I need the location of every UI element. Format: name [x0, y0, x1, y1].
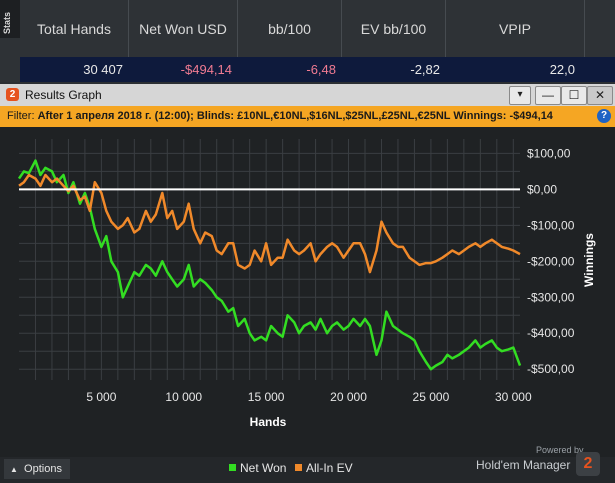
header-bb100[interactable]: bb/100 [238, 0, 342, 57]
x-tick-label: 20 000 [330, 390, 367, 404]
y-tick-label: -$500,00 [527, 362, 575, 376]
legend-swatch-net-won [229, 464, 236, 471]
stats-tab-label: Stats [2, 11, 12, 34]
legend-all-in-ev: All-In EV [295, 461, 353, 475]
close-button[interactable]: ✕ [587, 86, 613, 105]
header-net-won[interactable]: Net Won USD [129, 0, 238, 57]
legend-net-won: Net Won [229, 461, 286, 475]
stats-tab[interactable]: Stats [0, 0, 20, 38]
y-axis-label: Winnings [582, 233, 596, 287]
options-button[interactable]: ▲ Options [4, 459, 70, 479]
header-vpip[interactable]: VPIP [446, 0, 585, 57]
y-tick-label: -$200,00 [527, 254, 575, 268]
maximize-button[interactable]: ☐ [561, 86, 587, 105]
header-ev-bb100[interactable]: EV bb/100 [342, 0, 446, 57]
y-tick-label: -$400,00 [527, 326, 575, 340]
footer-bar [0, 457, 615, 483]
x-axis-label: Hands [250, 415, 287, 429]
filter-bar[interactable]: Filter: After 1 апреля 2018 г. (12:00); … [0, 106, 615, 127]
x-tick-label: 30 000 [495, 390, 532, 404]
y-tick-label: $0,00 [527, 182, 557, 196]
stats-panel: Stats Total Hands Net Won USD bb/100 EV … [0, 0, 615, 82]
series-line-net-won[interactable] [17, 159, 522, 371]
y-tick-label: -$300,00 [527, 290, 575, 304]
header-total-hands[interactable]: Total Hands [20, 0, 129, 57]
x-tick-label: 10 000 [165, 390, 202, 404]
results-graph-window: 2 Results Graph ▾ — ☐ ✕ Filter: After 1 … [0, 84, 615, 483]
options-label: Options [24, 463, 62, 475]
filter-text: Filter: After 1 апреля 2018 г. (12:00); … [7, 110, 553, 122]
hm-brand-logo-icon: 2 [576, 452, 600, 476]
x-tick-label: 5 000 [86, 390, 116, 404]
results-chart[interactable]: $100,00 $0,00 -$100,00 -$200,00 -$300,00 -$40… [0, 127, 615, 457]
dropdown-arrow-icon[interactable]: ▾ [509, 86, 531, 105]
value-ev-bb100: -2,82 [410, 62, 440, 77]
legend-swatch-all-in-ev [295, 464, 302, 471]
title-bar[interactable]: 2 Results Graph ▾ — ☐ ✕ [0, 84, 615, 106]
legend-label-net-won: Net Won [240, 461, 287, 475]
window-title: Results Graph [25, 88, 102, 102]
value-net-won: -$494,14 [180, 62, 232, 77]
value-vpip: 22,0 [549, 62, 575, 77]
series-line-all-in-ev[interactable] [18, 173, 521, 274]
hm-logo-icon: 2 [6, 88, 19, 101]
y-tick-label: -$100,00 [527, 218, 575, 232]
filter-label: Filter: [7, 110, 35, 122]
minimize-button[interactable]: — [535, 86, 561, 105]
value-total-hands: 30 407 [83, 62, 123, 77]
legend-label-all-in-ev: All-In EV [306, 461, 353, 475]
filter-value: After 1 апреля 2018 г. (12:00); Blinds: … [37, 110, 553, 122]
brand-name: Hold'em Manager [476, 458, 571, 472]
help-icon[interactable]: ? [597, 109, 611, 123]
x-tick-label: 25 000 [413, 390, 450, 404]
chevron-up-icon: ▲ [10, 465, 18, 474]
value-bb100: -6,48 [306, 62, 336, 77]
stats-values-row[interactable] [20, 57, 615, 82]
powered-by-text: Powered by [536, 445, 584, 455]
x-tick-label: 15 000 [248, 390, 285, 404]
y-tick-label: $100,00 [527, 146, 571, 160]
